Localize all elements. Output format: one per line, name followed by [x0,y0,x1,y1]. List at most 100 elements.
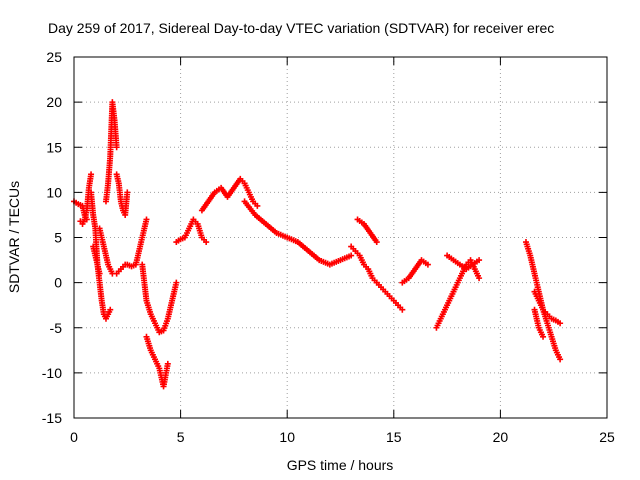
data-point [465,263,474,271]
data-point [90,245,98,257]
data-point [106,263,115,275]
data-point [348,252,355,259]
series-s16 [373,279,406,313]
y-axis-label: SDTVAR / TECUs [6,181,22,293]
series-s17 [399,257,431,286]
data-point [92,254,100,266]
data-point [368,231,379,244]
data-point [88,171,95,178]
y-tick-label: -5 [50,320,63,336]
data-point [471,258,480,267]
x-tick-label: 20 [493,429,509,445]
data-point [424,261,431,268]
x-tick-label: 0 [70,429,78,445]
data-point [195,223,205,239]
data-point [476,275,483,282]
data-point [455,272,464,284]
data-point [532,272,542,293]
data-point [366,268,375,279]
data-point [472,268,482,279]
series-s22 [531,306,547,340]
data-point [399,306,406,313]
data-point [96,281,105,302]
data-point [328,257,342,267]
data-point [536,299,545,311]
y-tick-label: 0 [54,275,62,291]
data-point [206,191,217,203]
data-point [553,349,563,361]
series-s10 [143,333,171,390]
y-tick-label: 20 [46,94,62,110]
data-point [153,358,162,370]
data-point [124,189,131,196]
data-point [80,205,88,216]
x-tick-label: 15 [386,429,402,445]
y-tick-label: 25 [46,49,62,65]
data-point [413,258,424,271]
data-point [523,241,533,257]
series-s13 [241,198,355,268]
series-s8 [124,216,150,270]
data-point [161,318,170,332]
data-point [373,239,380,246]
data-point [296,240,310,253]
x-tick-label: 5 [177,429,185,445]
data-point [213,186,222,194]
data-point [356,217,365,226]
y-tick-label: 10 [46,184,62,200]
data-point [122,191,131,216]
series-s18 [433,257,483,331]
data-point [536,327,545,338]
data-point [242,182,251,194]
data-point [165,299,175,320]
data-point [144,299,154,315]
data-point [153,322,162,334]
data-point [114,173,122,185]
data-point [173,279,180,286]
y-tick-label: -10 [42,365,62,381]
data-point [139,218,149,239]
y-tick-label: -15 [42,410,62,426]
data-point [557,320,564,327]
data-point [253,213,268,226]
data-point [459,263,468,271]
data-point [118,200,126,212]
data-point [275,230,289,240]
series-s9 [139,261,180,336]
data-point [82,209,90,221]
data-point [443,299,452,311]
data-point [357,254,366,266]
data-point [90,214,98,230]
data-point [447,290,456,302]
series-s21 [531,288,564,327]
series-s19 [444,252,483,273]
data-point [133,254,141,266]
data-point [182,227,192,239]
data-point [434,317,443,329]
data-point [144,336,154,352]
data-point [111,119,120,148]
chart-title: Day 259 of 2017, Sidereal Day-to-day VTE… [48,20,554,36]
data-series [71,99,564,390]
data-point [225,186,236,199]
data-point [164,360,171,367]
data-point [549,336,559,352]
data-point [307,249,321,262]
data-point [101,245,111,266]
data-point [339,253,353,263]
data-point [254,202,261,209]
data-point [243,200,257,217]
data-point [200,200,211,212]
series-s4 [90,243,114,322]
data-point [476,257,483,264]
data-point [446,254,455,262]
series-s20 [522,239,564,363]
series-s6 [96,225,129,277]
series-s11 [173,216,210,246]
data-point [286,235,299,245]
x-axis-label: GPS time / hours [287,457,394,473]
x-tick-label: 25 [599,429,615,445]
data-point [86,173,94,189]
data-point [169,281,179,302]
series-s12 [198,175,261,214]
